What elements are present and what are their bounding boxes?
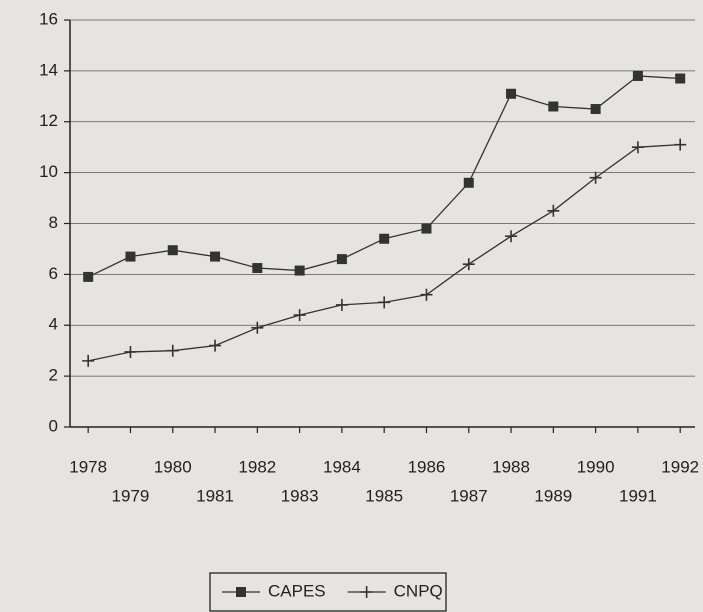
x-tick-label: 1986 bbox=[408, 457, 446, 476]
y-tick-label: 14 bbox=[39, 60, 58, 79]
marker bbox=[674, 138, 687, 151]
marker bbox=[589, 171, 602, 184]
marker bbox=[421, 223, 432, 234]
x-tick-label: 1989 bbox=[534, 486, 572, 505]
marker bbox=[252, 263, 263, 274]
x-tick-label: 1988 bbox=[492, 457, 530, 476]
x-tick-label: 1981 bbox=[196, 486, 234, 505]
marker bbox=[379, 233, 390, 244]
marker bbox=[294, 265, 305, 276]
legend-label: CNPQ bbox=[394, 581, 443, 600]
legend-marker bbox=[236, 587, 246, 597]
marker bbox=[83, 271, 94, 282]
marker bbox=[463, 177, 474, 188]
y-tick-label: 4 bbox=[49, 315, 58, 334]
x-tick-label: 1987 bbox=[450, 486, 488, 505]
x-tick-label: 1990 bbox=[577, 457, 615, 476]
marker bbox=[251, 321, 264, 334]
x-tick-label: 1980 bbox=[154, 457, 192, 476]
x-tick-label: 1982 bbox=[238, 457, 276, 476]
x-tick-label: 1979 bbox=[112, 486, 150, 505]
marker bbox=[335, 298, 348, 311]
x-tick-label: 1983 bbox=[281, 486, 319, 505]
x-tick-label: 1991 bbox=[619, 486, 657, 505]
marker bbox=[632, 70, 643, 81]
legend-box bbox=[209, 572, 447, 612]
marker bbox=[293, 309, 306, 322]
y-tick-label: 10 bbox=[39, 162, 58, 181]
x-tick-label: 1984 bbox=[323, 457, 361, 476]
marker bbox=[547, 204, 560, 217]
marker bbox=[124, 345, 137, 358]
marker bbox=[548, 101, 559, 112]
marker bbox=[209, 339, 222, 352]
y-tick-label: 6 bbox=[49, 264, 58, 283]
marker bbox=[336, 254, 347, 265]
y-tick-label: 12 bbox=[39, 111, 58, 130]
y-tick-label: 2 bbox=[49, 366, 58, 385]
marker bbox=[378, 296, 391, 309]
y-tick-label: 16 bbox=[39, 9, 58, 28]
marker bbox=[166, 344, 179, 357]
marker bbox=[631, 141, 644, 154]
marker bbox=[167, 245, 178, 256]
marker bbox=[505, 230, 518, 243]
x-tick-label: 1985 bbox=[365, 486, 403, 505]
marker bbox=[462, 258, 475, 271]
x-tick-label: 1978 bbox=[69, 457, 107, 476]
x-tick-label: 1992 bbox=[661, 457, 699, 476]
marker bbox=[590, 104, 601, 115]
marker bbox=[675, 73, 686, 84]
marker bbox=[420, 288, 433, 301]
y-tick-label: 0 bbox=[49, 416, 58, 435]
marker bbox=[506, 88, 517, 99]
legend-label: CAPES bbox=[268, 581, 326, 600]
y-tick-label: 8 bbox=[49, 213, 58, 232]
legend-marker bbox=[360, 586, 373, 598]
marker bbox=[210, 251, 221, 262]
marker bbox=[82, 354, 95, 367]
marker bbox=[125, 251, 136, 262]
legend: CAPES CNPQ bbox=[209, 572, 447, 612]
